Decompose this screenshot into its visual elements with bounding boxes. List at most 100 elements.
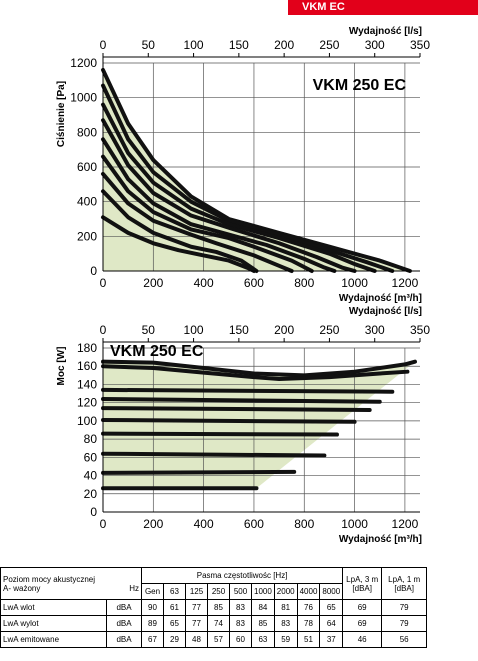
y-tick-label: 0	[90, 505, 97, 519]
x-tick-label: 800	[294, 276, 314, 290]
band-value: 81	[273, 599, 298, 616]
lpa3-value: 69	[342, 599, 383, 616]
band-value: 64	[319, 615, 344, 632]
band-value: 83	[229, 599, 252, 616]
band-header: 4000	[296, 583, 321, 600]
chart-title: VKM 250 EC	[313, 77, 407, 94]
x-tick-label: 800	[294, 517, 314, 531]
y-tick-label: 120	[77, 396, 97, 410]
band-value: 51	[296, 631, 321, 648]
band-value: 65	[163, 615, 186, 632]
x2-tick-label: 0	[100, 323, 107, 337]
x2-tick-label: 300	[365, 323, 385, 337]
x-tick-label: 1000	[341, 517, 368, 531]
series-line-4	[101, 397, 382, 404]
band-value: 89	[141, 615, 164, 632]
x2-tick-label: 50	[142, 323, 156, 337]
band-value: 59	[273, 631, 298, 648]
y-tick-label: 60	[84, 450, 98, 464]
band-header: 2000	[273, 583, 298, 600]
x-axis-label: Wydajność [m³/h]	[339, 534, 422, 545]
x2-tick-label: 150	[229, 38, 249, 52]
band-value: 83	[229, 615, 252, 632]
product-tag: VKM EC	[288, 0, 478, 15]
row-unit: dBA	[106, 631, 142, 648]
x-tick-label: 200	[143, 276, 163, 290]
y-tick-label: 400	[77, 195, 97, 209]
series-line-3	[101, 102, 377, 273]
x-tick-label: 1200	[392, 276, 419, 290]
y-tick-label: 0	[90, 264, 97, 278]
lpa1-value: 79	[381, 599, 428, 616]
y-tick-label: 80	[84, 432, 98, 446]
series-line-6	[101, 417, 357, 424]
series-line-6	[101, 154, 314, 273]
band-value: 65	[319, 599, 344, 616]
x-tick-label: 600	[244, 517, 264, 531]
series-line-2	[101, 364, 410, 381]
table-row: LwA wlot dBA 90 61 77 85 83 84 81 76 65 69 79	[0, 599, 428, 616]
x2-tick-label: 350	[410, 38, 430, 52]
y-axis-label: Ciśnienie [Pa]	[56, 81, 67, 147]
series-line-7	[101, 171, 294, 273]
acoustic-table: Poziom mocy akustycznej A- ważony Hz Pasm…	[0, 567, 428, 648]
y-tick-label: 160	[77, 359, 97, 373]
y-tick-label: 180	[77, 341, 97, 355]
x-tick-label: 400	[194, 276, 214, 290]
y-tick-label: 40	[84, 469, 98, 483]
table-row: LwA emitowane dBA 67 29 48 57 60 63 59 51 37 46 56	[0, 631, 428, 648]
band-value: 60	[229, 631, 252, 648]
x2-tick-label: 200	[274, 38, 294, 52]
x2-tick-label: 200	[274, 323, 294, 337]
row-label: LwA wlot	[0, 599, 108, 616]
y-axis-label: Moc [W]	[56, 347, 67, 386]
y-tick-label: 140	[77, 377, 97, 391]
x-tick-label: 0	[100, 276, 107, 290]
x-tick-label: 1000	[341, 276, 368, 290]
x2-tick-label: 0	[100, 38, 107, 52]
band-value: 63	[251, 631, 275, 648]
band-value: 57	[207, 631, 230, 648]
band-value: 78	[296, 615, 321, 632]
x2-tick-label: 250	[319, 38, 339, 52]
band-value: 83	[273, 615, 298, 632]
lpa1-header: LpA, 1 m [dBA]	[381, 567, 428, 600]
band-value: 74	[207, 615, 230, 632]
x-axis-label: Wydajność [m³/h]	[339, 293, 422, 304]
series-line-5	[101, 406, 372, 412]
lpa3-value: 46	[342, 631, 383, 648]
operating-area	[103, 361, 415, 489]
row-label: LwA emitowane	[0, 631, 108, 648]
series-line-8	[101, 451, 327, 458]
series-line-3	[101, 387, 395, 394]
band-value: 37	[319, 631, 344, 648]
table-row: LwA wylot dBA 89 65 77 74 83 85 83 78 64 69 79	[0, 615, 428, 632]
bands-title: Pasma częstotliwośc [Hz]	[140, 567, 344, 584]
x2-tick-label: 100	[184, 323, 204, 337]
series-line-9	[101, 469, 297, 475]
lpa3-header: LpA, 3 m [dBA]	[342, 567, 383, 600]
x2-tick-label: 150	[229, 323, 249, 337]
y-tick-label: 800	[77, 125, 97, 139]
series-line-7	[101, 431, 339, 437]
band-header: 1000	[251, 583, 275, 600]
y-tick-label: 20	[84, 487, 98, 501]
band-header: Gen	[141, 583, 164, 600]
lpa1-value: 56	[381, 631, 428, 648]
band-value: 67	[141, 631, 164, 648]
y-tick-label: 100	[77, 414, 97, 428]
band-value: 77	[185, 615, 208, 632]
x2-tick-label: 50	[142, 38, 156, 52]
band-value: 85	[207, 599, 230, 616]
band-header: 63	[163, 583, 186, 600]
series-line-2	[101, 83, 395, 273]
y-tick-label: 600	[77, 160, 97, 174]
band-value: 48	[185, 631, 208, 648]
lpa3-value: 69	[342, 615, 383, 632]
x2-axis-label: Wydajność [l/s]	[349, 26, 422, 37]
band-header: 500	[229, 583, 252, 600]
x2-tick-label: 250	[319, 323, 339, 337]
x-tick-label: 1200	[392, 517, 419, 531]
